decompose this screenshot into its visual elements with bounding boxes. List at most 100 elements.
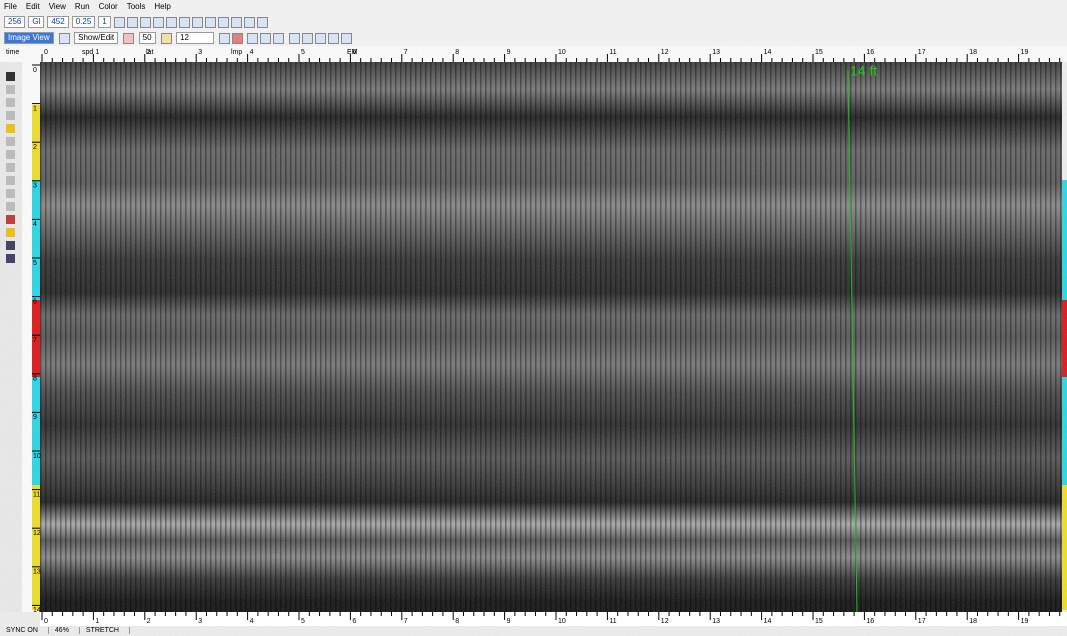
tool-button[interactable] <box>6 98 15 107</box>
view-mode[interactable]: Image View <box>4 32 54 44</box>
tool-icon[interactable] <box>114 17 125 28</box>
tool-icon[interactable] <box>219 33 230 44</box>
ruler-label: 10 <box>558 49 566 56</box>
menu-item[interactable]: Help <box>154 2 170 11</box>
ruler-name: time <box>6 49 19 56</box>
tool-icon[interactable] <box>192 17 203 28</box>
tool-icon[interactable] <box>231 17 242 28</box>
status-field: STRETCH <box>86 627 130 634</box>
tool-icon[interactable] <box>273 33 284 44</box>
ruler-label: 11 <box>609 618 616 625</box>
ruler-label: 15 <box>815 49 823 56</box>
tool-button[interactable] <box>6 202 15 211</box>
tool-button[interactable] <box>6 241 15 250</box>
tool-button[interactable] <box>6 189 15 198</box>
tool-icon[interactable] <box>232 33 243 44</box>
tool-icon[interactable] <box>140 17 151 28</box>
toolbar-field[interactable]: Gl <box>28 16 44 28</box>
tool-icon[interactable] <box>260 33 271 44</box>
tool-button[interactable] <box>6 150 15 159</box>
tool-button[interactable] <box>6 124 15 133</box>
menu-item[interactable]: File <box>4 2 17 11</box>
tool-button[interactable] <box>6 254 15 263</box>
tool-button[interactable] <box>6 111 15 120</box>
ruler-label: 1 <box>33 105 37 112</box>
ruler-label: 16 <box>866 49 874 56</box>
top-ruler <box>0 46 1067 62</box>
tool-icon[interactable] <box>123 33 134 44</box>
tool-icon[interactable] <box>205 17 216 28</box>
ruler-label: 7 <box>404 618 408 625</box>
ruler-name: spd <box>82 49 93 56</box>
zoom-icon[interactable] <box>302 33 313 44</box>
zoom-icon[interactable] <box>289 33 300 44</box>
zoom-icon[interactable] <box>328 33 339 44</box>
radar-image <box>40 62 1062 612</box>
tool-button[interactable] <box>6 137 15 146</box>
ruler-label: 8 <box>455 49 459 56</box>
tool-icon[interactable] <box>257 17 268 28</box>
toolbar-field[interactable]: 256 <box>4 16 25 28</box>
toolbar-2: Image View Show/Edit 50 12 <box>0 32 1067 45</box>
zoom-icon[interactable] <box>341 33 352 44</box>
ruler-label: 8 <box>33 376 37 383</box>
ruler-label: 13 <box>33 569 41 576</box>
status-bar: SYNC ON 46% STRETCH <box>0 627 1067 636</box>
ruler-label: 11 <box>33 491 40 498</box>
tool-icon[interactable] <box>218 17 229 28</box>
tool-button[interactable] <box>6 72 15 81</box>
tool-icon[interactable] <box>161 33 172 44</box>
ruler-label: 7 <box>33 337 37 344</box>
ruler-label: 16 <box>866 618 874 625</box>
ruler-label: 12 <box>661 618 669 625</box>
tool-icon[interactable] <box>153 17 164 28</box>
tool-icon[interactable] <box>247 33 258 44</box>
ruler-label: 9 <box>33 414 37 421</box>
ruler-label: 0 <box>44 618 48 625</box>
status-field: 46% <box>55 627 80 634</box>
menu-item[interactable]: View <box>49 2 66 11</box>
bottom-ruler <box>40 612 1067 626</box>
ruler-label: 4 <box>250 618 254 625</box>
ruler-label: 17 <box>918 49 926 56</box>
ruler-label: 3 <box>33 183 37 190</box>
ruler-label: 9 <box>507 49 511 56</box>
ruler-label: 7 <box>404 49 408 56</box>
tool-icon[interactable] <box>244 17 255 28</box>
tool-icon[interactable] <box>127 17 138 28</box>
toolbar-field[interactable]: 452 <box>47 16 68 28</box>
menu-item[interactable]: Tools <box>127 2 146 11</box>
tool-button[interactable] <box>6 228 15 237</box>
gain-field[interactable]: 50 <box>139 32 156 44</box>
marker-segment <box>1062 300 1067 377</box>
marker-segment <box>32 377 40 485</box>
menu-item[interactable]: Color <box>99 2 118 11</box>
value-field[interactable]: 12 <box>176 32 214 44</box>
ruler-label: 3 <box>198 49 202 56</box>
tool-button[interactable] <box>6 176 15 185</box>
toolbar-1: 256Gl452 0.251 <box>0 16 1067 29</box>
tool-icon[interactable] <box>166 17 177 28</box>
ruler-label: 15 <box>815 618 823 625</box>
ruler-label: 14 <box>764 618 772 625</box>
menu-bar: File Edit View Run Color Tools Help <box>0 2 1067 14</box>
ruler-label: 12 <box>33 530 41 537</box>
tool-button[interactable] <box>6 215 15 224</box>
ruler-label: 13 <box>712 618 720 625</box>
menu-item[interactable]: Edit <box>26 2 40 11</box>
toolbar-field[interactable]: 0.25 <box>72 16 96 28</box>
zoom-icon[interactable] <box>315 33 326 44</box>
ruler-label: 19 <box>1021 49 1029 56</box>
ruler-label: 5 <box>301 49 305 56</box>
tool-button[interactable] <box>6 163 15 172</box>
tool-icon[interactable] <box>179 17 190 28</box>
edit-mode[interactable]: Show/Edit <box>74 32 118 44</box>
tool-button[interactable] <box>6 85 15 94</box>
status-field: SYNC ON <box>6 627 49 634</box>
ruler-label: 4 <box>33 221 37 228</box>
menu-item[interactable]: Run <box>75 2 90 11</box>
tool-icon[interactable] <box>59 33 70 44</box>
toolbar-field[interactable]: 1 <box>98 16 110 28</box>
ruler-label: 0 <box>33 67 37 74</box>
